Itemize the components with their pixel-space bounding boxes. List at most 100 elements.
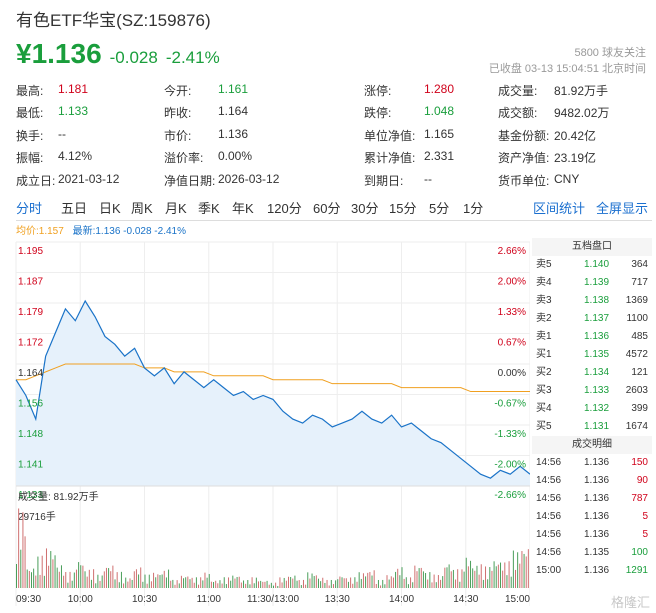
volume-bar	[54, 555, 56, 588]
volume-bar	[103, 571, 105, 588]
volume-bar	[429, 572, 431, 588]
x-tick-label: 11:00	[197, 594, 222, 605]
stats-row: 最高: 1.181 今开: 1.161 涨停: 1.280 成交量: 81.92万手	[16, 82, 646, 104]
y-tick-label: 1.164	[18, 368, 43, 379]
level-label: 卖1	[536, 331, 552, 342]
level-price: 1.137	[584, 313, 610, 324]
trade-time: 15:00	[536, 565, 562, 576]
volume-bar	[120, 571, 122, 588]
volume-bar	[41, 555, 43, 588]
orderbook-row: 卖1 1.136 485	[532, 328, 652, 346]
level-price: 1.134	[584, 367, 610, 378]
volume-bar	[140, 567, 142, 588]
tab-11[interactable]: 5分	[429, 201, 450, 216]
level-label: 卖3	[536, 295, 552, 306]
volume-bar	[474, 570, 476, 588]
trade-time: 14:56	[536, 457, 562, 468]
volume-bar	[78, 562, 80, 588]
level-price: 1.133	[584, 385, 610, 396]
stat-value: 1.165	[424, 126, 455, 141]
stat-value: 1.161	[218, 82, 249, 96]
volume-bar	[414, 565, 416, 588]
volume-bar	[189, 579, 191, 588]
tab-8[interactable]: 60分	[313, 201, 341, 216]
volume-bar	[142, 581, 144, 588]
tab-action-1[interactable]: 全屏显示	[596, 201, 649, 216]
volume-bar	[93, 569, 95, 588]
volume-bar	[195, 577, 197, 588]
level-price: 1.136	[584, 529, 610, 540]
orderbook-row: 买2 1.134 121	[532, 364, 652, 382]
follow-info[interactable]: 5800 球友关注	[574, 44, 646, 60]
tab-6[interactable]: 年K	[232, 201, 254, 216]
volume-bar	[317, 578, 319, 588]
tab-3[interactable]: 周K	[131, 201, 153, 216]
volume-bar	[170, 580, 172, 588]
volume-bar	[258, 581, 260, 588]
tab-9[interactable]: 30分	[351, 201, 379, 216]
level-price: 1.135	[584, 547, 610, 558]
volume-bar	[161, 574, 163, 588]
tab-7[interactable]: 120分	[267, 201, 302, 216]
tab-action-0[interactable]: 区间统计	[533, 201, 586, 216]
stat-value: 2021-03-12	[58, 171, 120, 186]
volume-bar	[228, 577, 230, 588]
tab-12[interactable]: 1分	[463, 201, 484, 216]
volume-bar	[266, 580, 268, 588]
orderbook-panel: 五档盘口 卖5 1.140 364 卖4 1.139 717 卖3 1.138 1369 卖2 1.1…	[532, 238, 652, 580]
tab-10[interactable]: 15分	[389, 201, 417, 216]
level-volume: 1100	[626, 313, 648, 324]
y-tick-label: 1.141	[18, 460, 43, 471]
pct-tick-label: -0.67%	[494, 399, 526, 410]
stat-label: 累计净值:	[364, 151, 416, 166]
x-tick-label: 14:30	[453, 594, 478, 605]
tab-2[interactable]: 日K	[99, 201, 121, 216]
volume-bar	[356, 581, 358, 588]
volume-bar	[206, 577, 208, 588]
level-volume: 4572	[625, 349, 648, 360]
volume-bar	[337, 579, 339, 588]
volume-bar	[448, 564, 450, 588]
volume-bar	[80, 565, 82, 588]
volume-bar	[159, 575, 161, 588]
trade-time: 14:56	[536, 475, 562, 486]
volume-bar	[202, 580, 204, 588]
volume-bar	[82, 565, 84, 588]
volume-bar	[322, 577, 324, 588]
volume-bar	[198, 584, 200, 588]
volume-bar	[497, 564, 499, 588]
tab-4[interactable]: 月K	[165, 201, 187, 216]
volume-bar	[362, 573, 364, 588]
stat-value: 81.92万手	[554, 84, 609, 98]
tab-5[interactable]: 季K	[198, 201, 220, 216]
x-tick-label: 10:30	[132, 594, 157, 605]
volume-bar	[461, 569, 463, 588]
stat-value: 1.048	[424, 104, 455, 119]
volume-bar	[176, 580, 178, 588]
volume-bar	[208, 574, 210, 588]
stat-label: 最低:	[16, 106, 44, 121]
volume-bar	[472, 568, 474, 588]
stat-value: 20.42亿	[554, 128, 597, 143]
tab-0[interactable]: 分时	[16, 201, 43, 216]
price-change: -0.028	[109, 48, 158, 67]
volume-bar	[382, 579, 384, 588]
volume-bar	[105, 567, 107, 588]
volume-bar	[444, 567, 446, 588]
volume-bar	[127, 581, 129, 588]
volume-bar	[275, 582, 277, 588]
volume-bar	[174, 584, 176, 588]
volume-bar	[500, 562, 502, 588]
volume-bar	[163, 570, 165, 588]
pct-tick-label: 0.67%	[498, 338, 526, 349]
volume-bar	[131, 579, 133, 588]
trade-row: 14:56 1.136 150	[532, 454, 652, 472]
volume-bar	[277, 586, 279, 588]
level-label: 卖2	[536, 313, 552, 324]
volume-bar	[285, 580, 287, 588]
volume-bar	[118, 582, 120, 588]
intraday-chart[interactable]: 1.195 1.187 1.179 1.172 1.164 1.156 1.148 1.141…	[0, 236, 530, 613]
tab-1[interactable]: 五日	[61, 201, 88, 216]
orderbook-row: 买3 1.133 2603	[532, 382, 652, 400]
price-change-pct: -2.41%	[165, 48, 220, 67]
